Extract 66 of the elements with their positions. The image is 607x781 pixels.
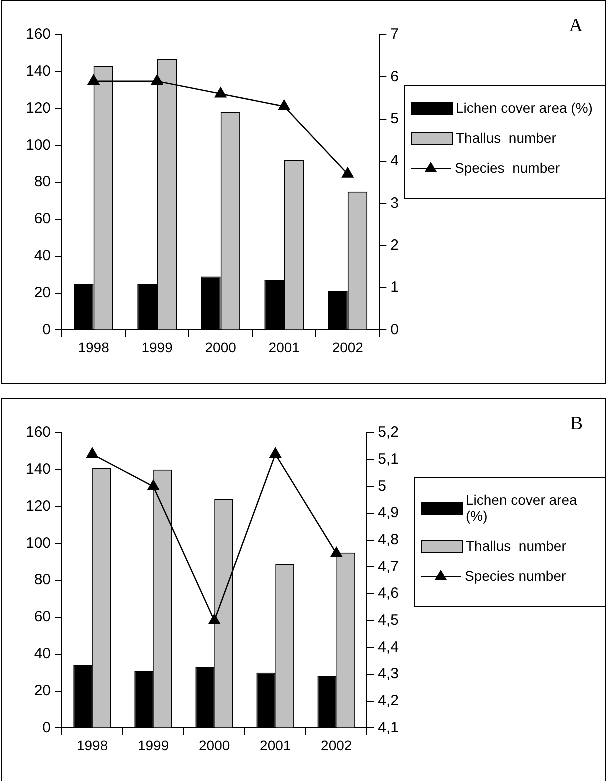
x-tick-label: 2002	[321, 737, 352, 754]
y2-tick-label: 4	[390, 152, 399, 170]
point	[208, 614, 220, 625]
x-tick-label: 2001	[268, 339, 300, 356]
x-tick-label: 1998	[76, 737, 108, 754]
y2-tick-label: 4,6	[378, 585, 400, 602]
y-tick-label: 0	[42, 321, 52, 338]
y-tick-label: 60	[34, 210, 52, 228]
y-tick-label: 140	[26, 63, 52, 80]
legend-label: Thallus number	[466, 538, 566, 554]
x-tick-label: 1998	[78, 339, 110, 356]
y2-tick-label: 5,1	[378, 450, 400, 468]
y-tick-label: 160	[26, 26, 52, 44]
y-tick-label: 20	[34, 682, 52, 700]
legend-label: Lichen cover area (%)	[456, 100, 593, 116]
x-tick-label: 1999	[142, 339, 174, 356]
y2-tick-label: 4,4	[378, 638, 400, 656]
point	[214, 87, 227, 98]
y2-tick-label: 0	[390, 321, 399, 338]
point	[342, 168, 354, 178]
y-tick-label: 0	[42, 719, 52, 736]
y-tick-label: 80	[34, 572, 52, 589]
x-tick-label: 2001	[260, 737, 292, 754]
y-tick-label: 100	[26, 534, 52, 552]
y2-tick-label: 7	[390, 26, 399, 44]
y-tick-label: 40	[34, 248, 52, 265]
point	[88, 74, 100, 86]
y2-tick-label: 3	[390, 194, 399, 212]
y-tick-label: 80	[34, 174, 52, 191]
text: B	[570, 413, 583, 434]
y-tick-label: 100	[26, 136, 52, 154]
point	[148, 480, 160, 490]
text: A	[569, 15, 584, 36]
y2-tick-label: 4,9	[378, 504, 400, 522]
y2-tick-label: 5	[378, 478, 386, 495]
point	[330, 547, 342, 558]
y2-tick-label: 1	[390, 279, 399, 296]
y2-tick-label: 2	[390, 237, 399, 254]
point	[278, 100, 290, 110]
y2-tick-label: 5,2	[378, 424, 400, 442]
y-tick-label: 60	[34, 608, 52, 626]
legend-label: Thallus number	[456, 130, 556, 146]
legend-label: Species number	[455, 160, 560, 176]
legend-label: Species number	[465, 568, 566, 584]
y-tick-label: 160	[26, 424, 52, 442]
y-tick-label: 140	[26, 461, 52, 478]
point	[86, 448, 98, 458]
y-tick-label: 20	[34, 284, 52, 302]
x-tick-label: 2000	[205, 339, 237, 356]
y2-tick-label: 5	[390, 110, 399, 128]
y-tick-label: 40	[34, 646, 52, 663]
point	[151, 74, 164, 86]
y-tick-label: 120	[26, 100, 52, 117]
legend-label: Lichen cover area (%)	[466, 492, 578, 524]
y2-tick-label: 4,8	[378, 531, 400, 548]
y-tick-label: 120	[26, 498, 52, 515]
y2-tick-label: 4,3	[378, 666, 400, 683]
x-tick-label: 2000	[199, 737, 230, 754]
y2-tick-label: 4,5	[378, 612, 400, 629]
y2-tick-label: 4,7	[378, 558, 400, 576]
point	[270, 448, 282, 458]
y2-tick-label: 4,1	[378, 719, 400, 736]
x-tick-label: 2002	[332, 339, 364, 356]
y2-tick-label: 6	[390, 68, 399, 86]
y2-tick-label: 4,2	[378, 692, 400, 710]
x-tick-label: 1999	[138, 737, 170, 754]
